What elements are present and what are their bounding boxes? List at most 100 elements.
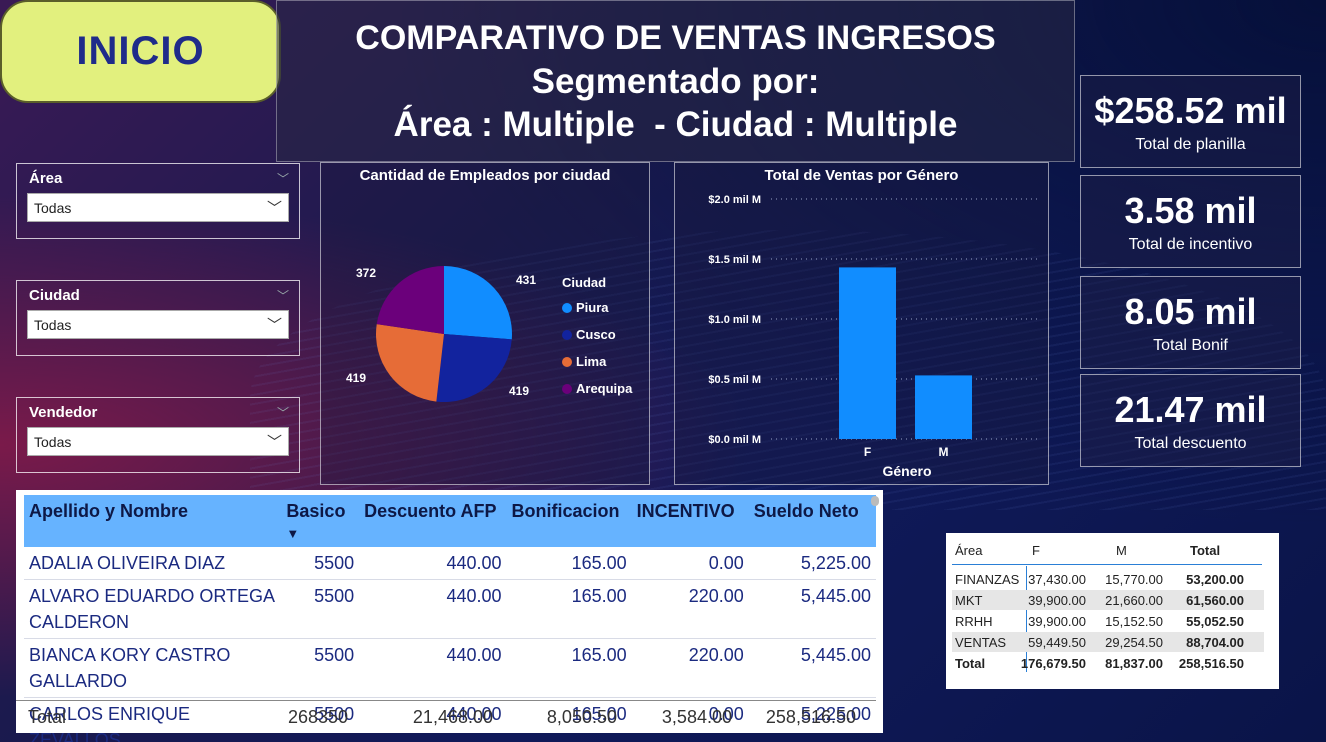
matrix-cell: 59,449.50: [1028, 635, 1086, 650]
table-row[interactable]: ALVARO EDUARDO ORTEGA CALDERON 5500 440.00…: [24, 579, 876, 639]
sort-desc-icon: ▼: [286, 526, 300, 541]
legend-dot-icon: [562, 356, 572, 367]
matrix-row[interactable]: RRHH 39,900.00 15,152.50 55,052.50: [952, 611, 1264, 631]
kpi-total-planilla: $258.52 mil Total de planilla: [1080, 75, 1301, 168]
kpi-value: 8.05 mil: [1124, 290, 1257, 332]
bar-f[interactable]: [839, 267, 896, 439]
table-cell: 5,445.00: [748, 638, 876, 698]
dropdown-value: Todas: [34, 433, 72, 450]
pie-data-label: 419: [509, 384, 529, 398]
chevron-down-icon[interactable]: ﹀: [276, 172, 289, 186]
matrix-cell: VENTAS: [955, 635, 1007, 650]
kpi-label: Total descuento: [1134, 434, 1247, 452]
title-line-1: COMPARATIVO DE VENTAS INGRESOS: [355, 18, 996, 57]
matrix-header-m[interactable]: M: [1116, 543, 1127, 558]
matrix-vertical-divider: [1026, 566, 1027, 672]
table-cell: BIANCA KORY CASTRO GALLARDO: [24, 638, 282, 698]
matrix-row[interactable]: FINANZAS 37,430.00 15,770.00 53,200.00: [952, 569, 1264, 589]
y-tick-label: $1.0 mil M: [708, 314, 761, 326]
x-tick-label: F: [864, 445, 871, 459]
table-cell: 165.00: [506, 697, 632, 742]
table-row[interactable]: ADALIA OLIVEIRA DIAZ 5500 440.00 165.00 0.00…: [24, 547, 876, 580]
pie-slice-lima[interactable]: [376, 324, 444, 402]
legend-label: Cusco: [576, 327, 616, 342]
col-header-descuento-afp[interactable]: Descuento AFP: [359, 495, 507, 547]
title-line-3: Área : Multiple - Ciudad : Multiple: [393, 104, 958, 144]
table-cell: 440.00: [359, 547, 507, 580]
matrix-total-row[interactable]: Total 176,679.50 81,837.00 258,516.50: [952, 653, 1264, 673]
bar-m[interactable]: [915, 375, 972, 439]
employees-grid: Apellido y Nombre Basico ▼ Descuento AFP …: [24, 495, 876, 742]
col-header-bonificacion[interactable]: Bonificacion: [506, 495, 632, 547]
table-cell: 5500: [281, 697, 360, 742]
matrix-header-total[interactable]: Total: [1190, 543, 1221, 558]
table-row[interactable]: BIANCA KORY CASTRO GALLARDO 5500 440.00 165…: [24, 638, 876, 698]
kpi-total-incentivo: 3.58 mil Total de incentivo: [1080, 175, 1301, 268]
kpi-value: 21.47 mil: [1114, 388, 1267, 430]
table-cell: 440.00: [359, 579, 507, 639]
ciudad-dropdown[interactable]: Todas ﹀: [27, 310, 289, 339]
vendedor-dropdown[interactable]: Todas ﹀: [27, 427, 289, 456]
legend-item-piura[interactable]: Piura: [562, 300, 632, 315]
matrix-cell: 37,430.00: [1028, 572, 1086, 587]
title-line-2: Segmentado por:: [531, 61, 820, 101]
slicer-ciudad: Ciudad ﹀ Todas ﹀: [16, 280, 300, 356]
pie-slice-arequipa[interactable]: [376, 266, 444, 334]
col-header-incentivo[interactable]: INCENTIVO: [631, 495, 749, 547]
total-sueldo-neto: 258,516.50: [765, 707, 856, 727]
table-cell: 5,225.00: [748, 697, 876, 742]
table-cell: 165.00: [506, 547, 632, 580]
chevron-down-icon: ﹀: [266, 200, 282, 217]
chart-title: Cantidad de Empleados por ciudad: [359, 167, 611, 184]
chevron-down-icon[interactable]: ﹀: [276, 406, 289, 420]
chevron-down-icon[interactable]: ﹀: [276, 289, 289, 303]
matrix-cell: 29,254.50: [1105, 635, 1163, 650]
legend-label: Lima: [576, 354, 607, 369]
col-header-basico[interactable]: Basico ▼: [281, 495, 360, 547]
matrix-cell: 81,837.00: [1105, 656, 1163, 671]
legend-title: Ciudad: [562, 275, 607, 290]
total-label: Total: [28, 707, 67, 727]
matrix-cell: 176,679.50: [1020, 656, 1086, 671]
col-header-nombre[interactable]: Apellido y Nombre: [24, 495, 282, 547]
matrix-cell: 61,560.00: [1186, 593, 1244, 608]
bar-chart: $0.0 mil M $0.5 mil M $1.0 mil M $1.5 mil M…: [708, 194, 1041, 479]
area-dropdown[interactable]: Todas ﹀: [27, 193, 289, 222]
table-cell: 5500: [281, 547, 360, 580]
slicer-label: Área: [29, 170, 63, 187]
pie-slice-cusco[interactable]: [436, 334, 512, 402]
matrix-cell: 88,704.00: [1186, 635, 1244, 650]
pie-legend: Ciudad Piura Cusco Lima Arequipa: [562, 275, 632, 408]
matrix-cell: 53,200.00: [1186, 572, 1244, 587]
home-button[interactable]: INICIO: [0, 0, 281, 103]
chevron-down-icon: ﹀: [266, 434, 282, 451]
slicer-vendedor: Vendedor ﹀ Todas ﹀: [16, 397, 300, 473]
table-scrollbar[interactable]: [871, 496, 879, 506]
kpi-label: Total de planilla: [1135, 135, 1246, 153]
pie-data-label: 431: [516, 273, 536, 287]
matrix-row[interactable]: VENTAS 59,449.50 29,254.50 88,704.00: [952, 632, 1264, 652]
chevron-down-icon: ﹀: [266, 317, 282, 334]
table-cell: 165.00: [506, 579, 632, 639]
matrix-cell: 39,900.00: [1028, 593, 1086, 608]
bar-chart-panel: Total de Ventas por Género $0.0 mil M $0.…: [674, 162, 1049, 485]
matrix-header-f[interactable]: F: [1032, 543, 1040, 558]
matrix-cell: 39,900.00: [1028, 614, 1086, 629]
legend-item-cusco[interactable]: Cusco: [562, 327, 632, 342]
kpi-value: 3.58 mil: [1124, 189, 1257, 231]
matrix-row[interactable]: MKT 39,900.00 21,660.00 61,560.00: [952, 590, 1264, 610]
legend-item-lima[interactable]: Lima: [562, 354, 632, 369]
matrix-header-area[interactable]: Área: [955, 543, 983, 558]
matrix-cell: FINANZAS: [955, 572, 1020, 587]
pie-chart-panel: Cantidad de Empleados por ciudad 431 419 4…: [320, 162, 650, 485]
col-header-sueldo-neto[interactable]: Sueldo Neto: [748, 495, 876, 547]
legend-item-arequipa[interactable]: Arequipa: [562, 381, 632, 396]
matrix-cell: 15,770.00: [1105, 572, 1163, 587]
pie-slice-piura[interactable]: [444, 266, 512, 340]
legend-dot-icon: [562, 383, 572, 394]
table-cell: ALVARO EDUARDO ORTEGA CALDERON: [24, 579, 282, 639]
table-row[interactable]: CARLOS ENRIQUE ZEVALLOS 5500 440.00 165.00 0…: [24, 697, 876, 742]
kpi-label: Total de incentivo: [1128, 235, 1253, 253]
table-total-row: Total 268350 21,468.00 8,050.50 3,584.00…: [16, 700, 876, 733]
matrix-cell: 258,516.50: [1178, 656, 1244, 671]
